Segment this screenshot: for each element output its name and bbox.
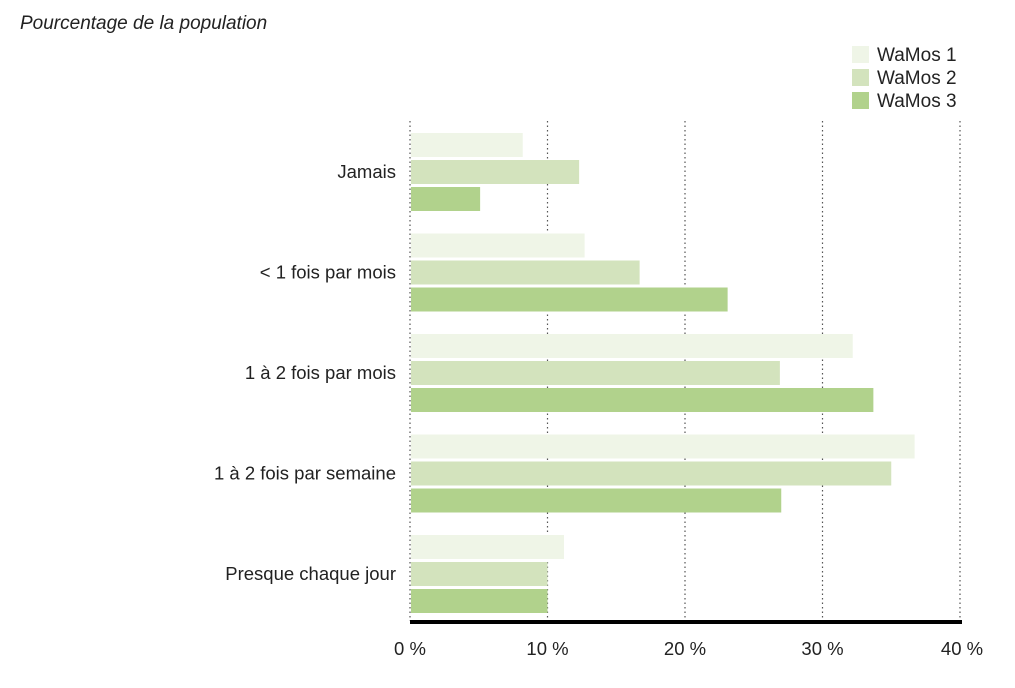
x-tick-label: 40 %: [941, 638, 983, 659]
bar: [411, 562, 548, 586]
category-label: 1 à 2 fois par mois: [245, 362, 396, 383]
bar: [411, 461, 892, 486]
bar: [411, 488, 782, 513]
bar: [411, 187, 481, 211]
bar: [411, 535, 564, 559]
x-tick-label: 10 %: [526, 638, 568, 659]
legend-label: WaMos 3: [877, 91, 957, 112]
category-labels: Jamais < 1 fois par mois 1 à 2 fois par mo…: [214, 161, 396, 584]
legend-swatch: [852, 46, 869, 63]
category-label: Presque chaque jour: [225, 563, 396, 584]
bar: [411, 260, 640, 285]
bar: [411, 233, 585, 258]
category-label: Jamais: [337, 161, 396, 182]
bar: [411, 287, 728, 312]
bar: [411, 361, 780, 385]
bar: [411, 589, 548, 613]
bar: [411, 133, 523, 157]
x-tick-labels: 0 % 10 % 20 % 30 % 40 %: [394, 638, 983, 659]
bar: [411, 160, 580, 184]
chart-subtitle: Pourcentage de la population: [20, 13, 267, 34]
category-label: < 1 fois par mois: [260, 262, 396, 283]
legend-swatch: [852, 92, 869, 109]
bar: [411, 334, 853, 358]
x-tick-label: 0 %: [394, 638, 426, 659]
x-tick-label: 20 %: [664, 638, 706, 659]
legend-swatch: [852, 69, 869, 86]
category-label: 1 à 2 fois par semaine: [214, 463, 396, 484]
bar: [411, 388, 874, 412]
bars: [411, 133, 915, 613]
bar: [411, 434, 915, 459]
legend-label: WaMos 1: [877, 45, 957, 66]
x-tick-label: 30 %: [801, 638, 843, 659]
legend-label: WaMos 2: [877, 68, 957, 89]
